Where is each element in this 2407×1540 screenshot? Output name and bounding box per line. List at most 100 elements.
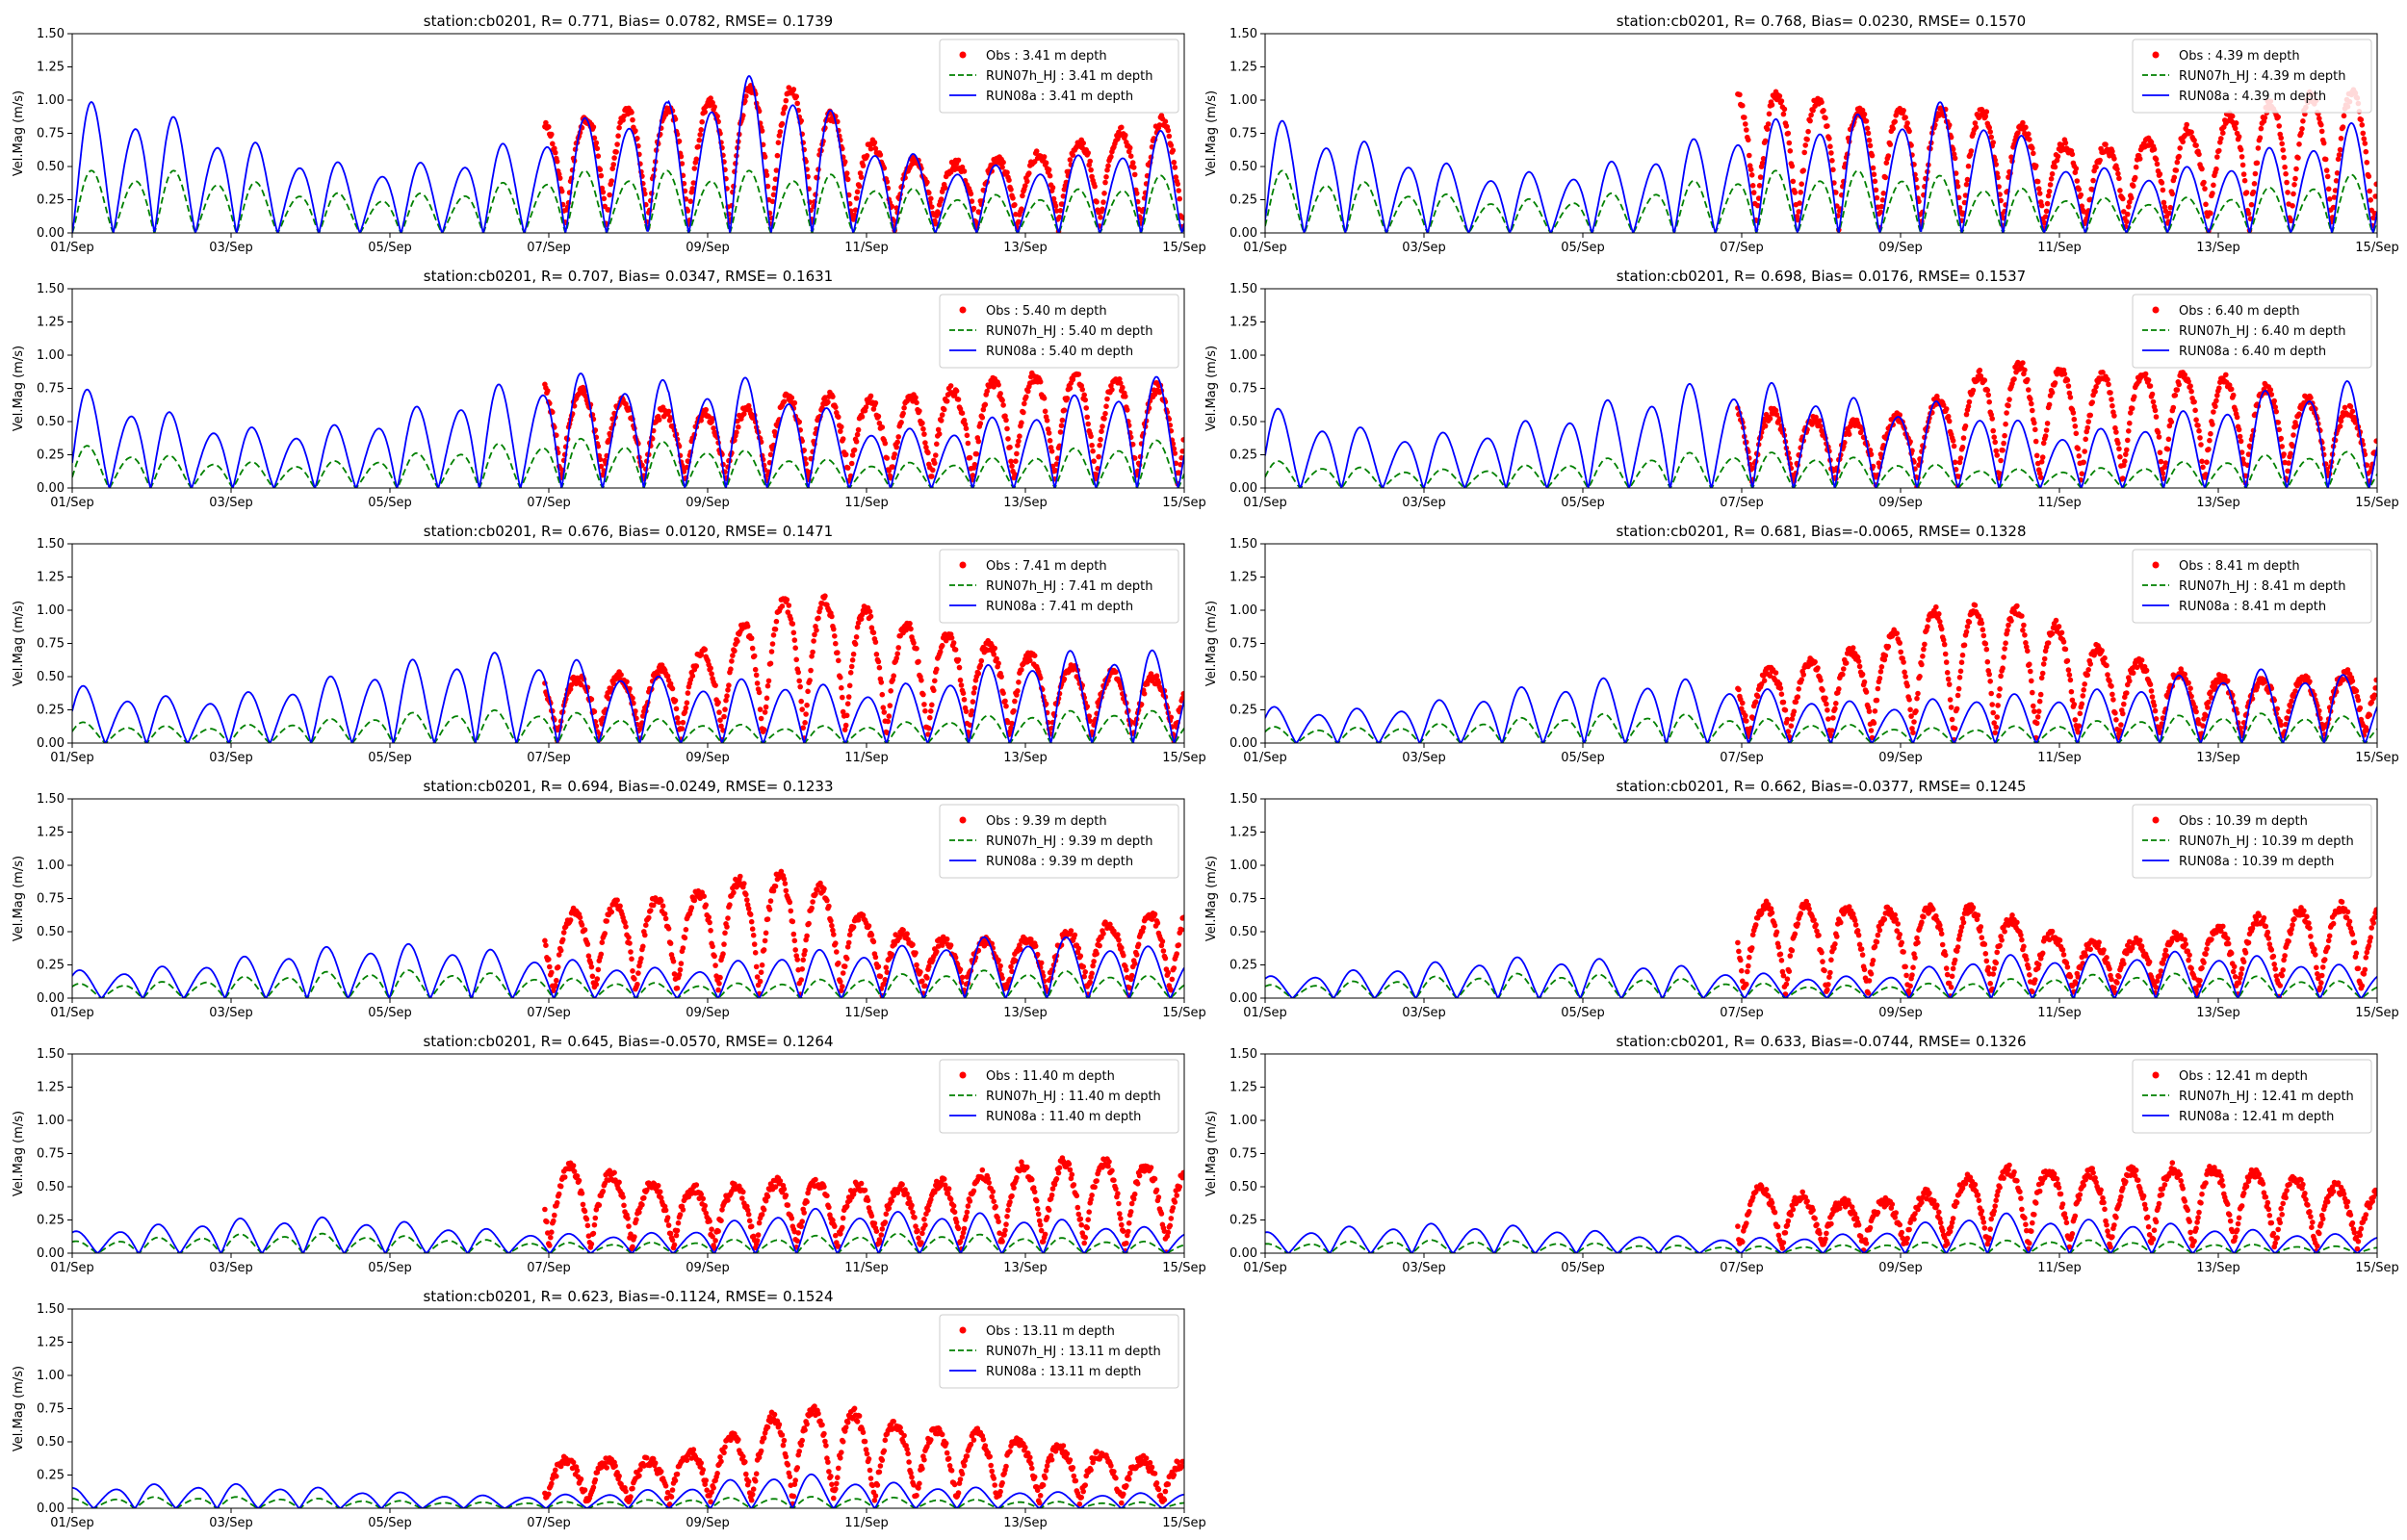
obs-point [1175,181,1180,187]
obs-point [623,924,629,930]
obs-point [1784,716,1791,723]
obs-point [722,930,728,937]
obs-point [1014,692,1020,698]
obs-point [876,664,883,671]
obs-point [2280,147,2286,153]
obs-point [752,666,759,673]
obs-point [2290,203,2295,209]
obs-point [2324,173,2331,180]
obs-point [2093,164,2099,170]
obs-point [832,633,838,639]
obs-point [1155,680,1162,685]
x-tick-label: 07/Sep [527,496,570,510]
obs-point [2341,113,2347,119]
obs-point [2363,148,2369,155]
obs-point [549,969,555,976]
obs-point [794,957,800,962]
obs-point [2040,661,2047,667]
obs-point [622,919,628,926]
obs-point [2115,440,2121,447]
obs-point [590,124,597,130]
obs-point [2337,424,2343,429]
obs-point [744,897,750,903]
obs-point [1943,406,1950,412]
obs-point [616,124,622,131]
obs-point [1799,677,1804,682]
obs-point [2037,691,2044,698]
obs-point [2026,387,2032,393]
obs-point [1053,208,1060,214]
obs-point [885,718,892,725]
obs-point [1966,398,1973,405]
obs-point [1870,165,1876,171]
obs-point [939,642,945,649]
obs-point [1796,209,1801,215]
obs-point [2107,678,2112,684]
obs-point [1805,128,1811,135]
obs-series [542,868,1184,998]
obs-point [1919,661,1925,668]
obs-point [2036,191,2043,196]
obs-point [600,189,607,195]
obs-point [2209,695,2214,701]
obs-point [597,167,604,172]
obs-point [1864,125,1871,132]
obs-point [2286,708,2291,714]
obs-point [2151,703,2158,708]
obs-point [546,124,552,130]
obs-point [2213,166,2219,172]
legend-box [939,294,1179,369]
obs-point [638,956,644,962]
obs-point [1098,215,1103,220]
obs-point [2116,446,2122,452]
obs-point [2064,657,2071,664]
obs-point [868,625,875,630]
obs-point [2238,438,2244,445]
obs-point [2169,191,2176,197]
y-tick-label: 1.00 [37,93,65,108]
obs-point [757,978,764,985]
obs-point [1165,969,1172,976]
subplot-3: station:cb0201, R= 0.707, Bias= 0.0347, … [12,268,1206,510]
obs-point [1815,665,1821,671]
obs-point [855,426,862,433]
obs-point [553,983,558,988]
y-tick-label: 0.25 [37,704,65,718]
obs-point [1963,411,1970,418]
obs-point [850,924,857,930]
obs-point [1825,123,1830,129]
obs-point [2069,697,2076,704]
obs-point [2203,201,2209,208]
obs-point [882,977,889,983]
obs-point [910,941,916,948]
obs-point [968,191,974,197]
obs-point [1826,136,1832,141]
run08-line [1265,380,2377,488]
obs-point [680,719,686,726]
obs-point [1737,91,1743,98]
obs-point [1780,699,1787,706]
obs-point [1115,932,1121,937]
obs-point [1997,686,2003,692]
obs-point [2118,722,2124,728]
obs-point [1952,459,1958,466]
obs-point [2028,668,2033,675]
obs-point [2049,630,2056,637]
obs-point [1991,720,1997,726]
obs-point [1131,171,1138,178]
legend-label: RUN08a : 7.41 m depth [986,600,1133,614]
obs-point [717,717,723,723]
obs-point [835,650,841,655]
obs-point [2229,113,2236,119]
obs-point [2191,398,2197,405]
obs-point [867,613,874,620]
obs-point [2245,211,2252,217]
obs-point [2154,161,2161,167]
obs-point [1117,376,1123,382]
obs-point [1974,377,1980,384]
obs-point [1129,441,1136,448]
obs-point [1795,694,1800,700]
x-tick-label: 13/Sep [2196,241,2239,255]
obs-point [1178,927,1184,933]
legend-box [2132,549,2372,624]
